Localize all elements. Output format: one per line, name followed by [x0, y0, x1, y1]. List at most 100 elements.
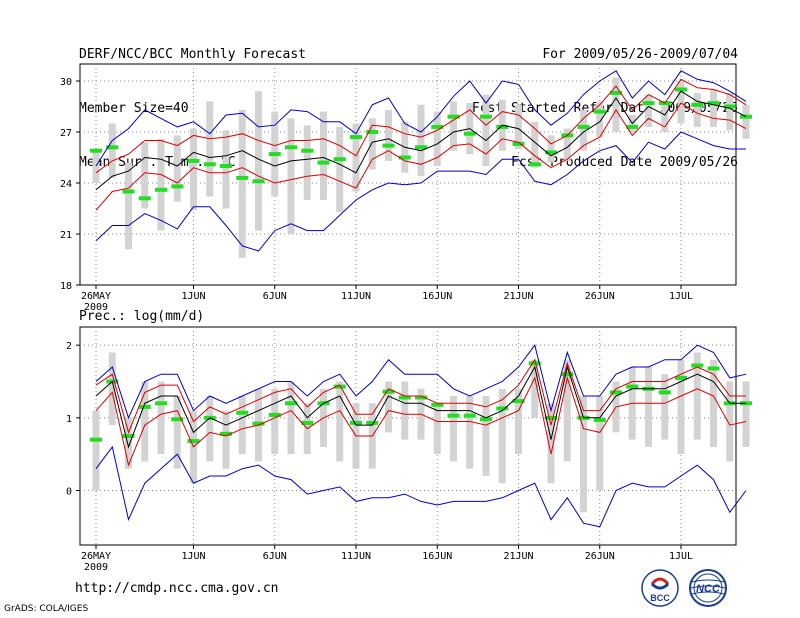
prec-median-marker	[285, 401, 297, 406]
prec-ytick-label: 0	[66, 487, 72, 498]
temp-box	[222, 130, 230, 209]
temp-box	[693, 92, 701, 127]
temp-box	[206, 101, 214, 197]
temp-median-marker	[642, 101, 655, 106]
temp-median-marker	[236, 175, 249, 180]
temp-min-line	[95, 131, 746, 252]
prec-median-marker	[220, 431, 232, 436]
temp-frame	[79, 63, 737, 286]
prec-median-marker	[90, 437, 102, 442]
temp-median-marker	[512, 141, 525, 146]
temp-median-marker	[203, 162, 216, 167]
prec-median-marker	[528, 361, 541, 366]
prec-median-marker	[268, 412, 281, 417]
prec-box	[173, 396, 181, 469]
prec-upper-line	[95, 358, 746, 434]
prec-median-marker	[593, 418, 606, 423]
prec-box	[206, 396, 214, 462]
temp-xtick-label: 1JUN	[181, 291, 205, 302]
temp-box	[742, 104, 750, 139]
temp-box	[255, 91, 262, 231]
temp-median-marker	[675, 87, 687, 92]
temp-ytick-label: 27	[60, 128, 72, 139]
prec-median-marker	[658, 390, 671, 395]
temp-median-marker	[301, 148, 314, 153]
prec-median-marker	[431, 402, 444, 407]
prec-box	[742, 381, 750, 447]
prec-median-marker	[626, 384, 639, 389]
prec-median-marker	[463, 413, 476, 418]
prec-box	[466, 396, 474, 469]
prec-box	[125, 417, 132, 469]
temp-median-marker	[723, 104, 736, 109]
temp-xtick-label: 11JUN	[341, 291, 371, 302]
prec-box	[450, 396, 457, 462]
prec-median-marker	[545, 415, 557, 420]
temp-box	[108, 123, 116, 178]
temp-median-marker	[382, 143, 395, 148]
prec-median-marker	[398, 395, 411, 400]
temp-median-marker	[187, 158, 200, 163]
prec-median-marker	[496, 406, 509, 411]
prec-median-marker	[187, 439, 200, 444]
prec-xtick-label: 26JUN	[585, 551, 615, 562]
prec-median-marker	[236, 410, 249, 415]
temp-box	[450, 101, 457, 151]
prec-box	[271, 388, 279, 455]
temp-box	[125, 162, 132, 250]
prec-median-marker	[122, 434, 135, 438]
prec-xtick-label: 16JUN	[422, 551, 452, 562]
ncc-logo: NCC	[689, 569, 727, 607]
temp-median-marker	[577, 124, 590, 129]
temp-median-marker	[431, 124, 444, 129]
prec-box	[498, 388, 506, 484]
prec-box	[238, 396, 246, 455]
temp-box	[385, 109, 392, 161]
temp-median-marker	[415, 145, 427, 150]
prec-box	[596, 396, 604, 491]
temp-median-marker	[171, 184, 184, 189]
temp-box	[547, 135, 555, 163]
grads-credit: GrADS: COLA/IGES	[4, 604, 89, 614]
prec-box	[563, 359, 571, 462]
prec-box	[531, 359, 539, 418]
temp-box	[173, 135, 181, 202]
prec-box	[287, 381, 295, 455]
temp-box	[710, 89, 717, 127]
forecast-title: DERF/NCC/BCC Monthly Forecast	[79, 47, 306, 62]
prec-median-marker	[675, 375, 687, 380]
prec-box	[385, 381, 392, 433]
temp-box	[238, 109, 246, 258]
temp-xtick-label: 1JUL	[669, 291, 693, 302]
temp-median-marker	[90, 148, 102, 153]
prec-xtick-label: 11JUN	[341, 551, 371, 562]
prec-xtick-label: 21JUN	[503, 551, 533, 562]
url-link[interactable]: http://cmdp.ncc.cma.gov.cn	[75, 581, 279, 596]
temp-median-marker	[480, 114, 492, 119]
temp-box	[677, 81, 685, 124]
temp-median-marker	[268, 152, 281, 157]
temp-upper-line	[95, 78, 747, 174]
temp-median-marker	[252, 179, 265, 184]
temp-median-marker	[366, 130, 379, 134]
prec-median-marker	[382, 389, 395, 394]
temp-box	[580, 109, 587, 151]
temp-box	[352, 123, 360, 192]
temp-ytick-label: 18	[60, 281, 72, 292]
prec-box	[433, 403, 441, 455]
temp-ytick-label: 21	[60, 230, 72, 241]
prec-box	[661, 374, 669, 440]
prec-median-marker	[707, 366, 720, 371]
temp-median-marker	[610, 90, 622, 95]
temp-box	[368, 118, 376, 170]
temp-box	[336, 126, 344, 212]
prec-median-marker	[561, 372, 574, 377]
temp-box	[612, 77, 620, 132]
prec-median-marker	[301, 420, 314, 425]
prec-median-marker	[252, 421, 265, 426]
temp-ytick-label: 24	[60, 179, 72, 190]
prec-box	[108, 352, 116, 426]
temp-median-marker	[106, 145, 119, 150]
temp-median-marker	[528, 162, 541, 167]
prec-box	[710, 359, 717, 447]
